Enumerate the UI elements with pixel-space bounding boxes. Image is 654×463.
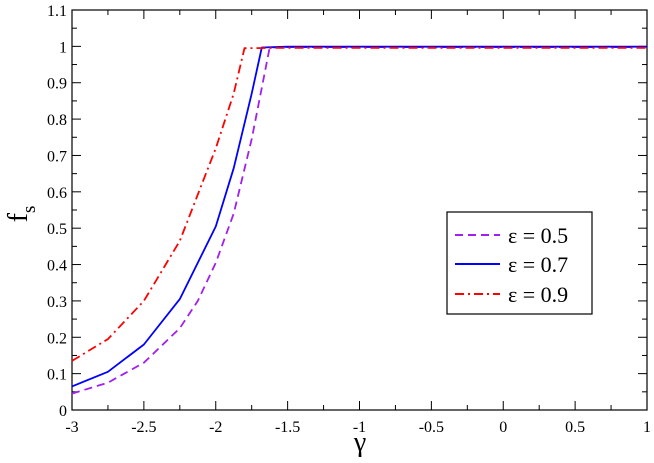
series-line-1 xyxy=(71,45,647,388)
y-tick-label: 1 xyxy=(59,39,67,56)
y-tick-label: 0.3 xyxy=(47,294,67,311)
svg-text:fs: fs xyxy=(3,206,40,223)
x-tick-label: 0 xyxy=(499,419,507,436)
y-tick-label: 0.2 xyxy=(47,330,67,347)
tick-labels: -3 -2.5 -2 -1.5 -1 -0.5 0 0.5 1 0 0.1 0.2 0.3 0.4 0.5 0… xyxy=(47,3,651,436)
x-tick-label: -2 xyxy=(209,419,222,436)
axis-ticks xyxy=(71,9,648,411)
x-tick-label: -2.5 xyxy=(131,419,156,436)
legend-label-1: ε = 0.7 xyxy=(508,252,568,277)
y-tick-label: 0.8 xyxy=(47,112,67,129)
y-tick-label: 0.5 xyxy=(47,221,67,238)
x-tick-label: 0.5 xyxy=(565,419,585,436)
x-tick-label: 1 xyxy=(643,419,651,436)
y-tick-label: 0.7 xyxy=(47,148,67,165)
x-tick-label: -1 xyxy=(353,419,366,436)
y-axis-title: fs xyxy=(3,206,40,223)
y-tick-label: 1.1 xyxy=(47,3,67,20)
y-tick-label: 0.6 xyxy=(47,185,67,202)
y-axis-title-main: f xyxy=(3,212,34,222)
y-axis-title-subscript: s xyxy=(19,206,40,213)
x-tick-label: -0.5 xyxy=(419,419,444,436)
series-line-0 xyxy=(71,46,647,395)
y-tick-label: 0.4 xyxy=(47,258,67,275)
y-tick-label: 0.9 xyxy=(47,76,67,93)
x-tick-label: -3 xyxy=(65,419,78,436)
x-axis-title: γ xyxy=(353,427,366,458)
y-tick-label: 0 xyxy=(59,403,67,420)
y-tick-label: 0.1 xyxy=(47,367,67,384)
legend-label-2: ε = 0.9 xyxy=(508,282,568,307)
x-tick-label: -1.5 xyxy=(275,419,300,436)
legend: ε = 0.5 ε = 0.7 ε = 0.9 xyxy=(446,211,593,315)
series-lines xyxy=(71,45,647,395)
legend-label-0: ε = 0.5 xyxy=(508,223,568,248)
series-line-2 xyxy=(71,46,647,362)
